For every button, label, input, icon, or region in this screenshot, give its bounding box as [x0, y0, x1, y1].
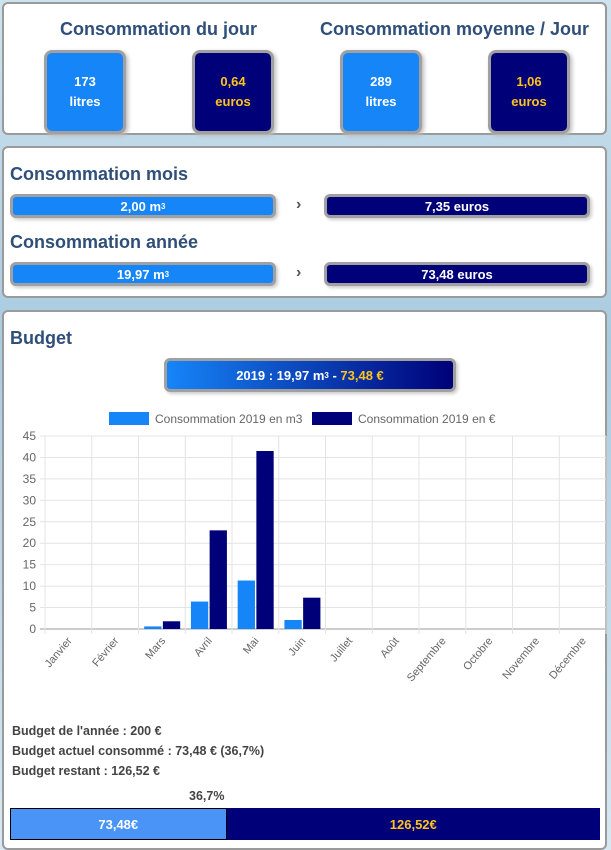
x-tick-label: Avril	[192, 635, 215, 659]
year-cost: 73,48 euros	[324, 262, 590, 286]
x-tick-label: Mai	[241, 635, 262, 656]
x-tick-label: Juillet	[328, 635, 355, 664]
y-tick-label: 20	[23, 536, 37, 550]
daily-title: Consommation du jour	[60, 19, 257, 39]
bar-euros	[162, 621, 181, 629]
year-volume-text: 19,97 m	[116, 266, 165, 282]
bar-euros	[209, 530, 227, 629]
legend-swatch	[312, 412, 352, 425]
budget-progress: 73,48€ 126,52€	[10, 808, 600, 840]
unit: litres	[365, 94, 397, 109]
x-tick-label: Février	[90, 635, 121, 669]
budget-title: Budget	[10, 328, 72, 348]
summary-cost: 73,48 €	[340, 367, 384, 383]
bar-euros	[256, 451, 274, 629]
legend-label: Consommation 2019 en €	[358, 412, 496, 426]
year-title: Consommation année	[10, 232, 199, 252]
legend-label: Consommation 2019 en m3	[155, 412, 303, 426]
unit: litres	[69, 94, 101, 109]
average-title: Consommation moyenne / Jour	[320, 19, 590, 39]
daily-euros-tile: 0,64 euros	[192, 50, 274, 134]
budget-consumed-bar: 73,48€	[10, 808, 227, 840]
chevron-right-icon: ›	[296, 264, 302, 281]
legend-swatch	[109, 412, 149, 425]
month-cost: 7,35 euros	[324, 194, 590, 218]
bar-m3	[190, 601, 209, 629]
value: 173	[74, 74, 96, 89]
budget-remaining-bar: 126,52€	[227, 808, 600, 840]
value: 289	[370, 74, 392, 89]
daily-panel: Consommation du jour Consommation moyenn…	[2, 2, 607, 135]
value: 0,64	[220, 74, 246, 89]
budget-consumed: Budget actuel consommé : 73,48 € (36,7%)	[12, 744, 265, 758]
budget-year: Budget de l'année : 200 €	[12, 724, 162, 738]
budget-remaining: Budget restant : 126,52 €	[12, 764, 160, 778]
bar-m3	[237, 580, 255, 629]
y-tick-label: 30	[23, 493, 37, 507]
value: 1,06	[516, 74, 542, 89]
x-tick-label: Janvier	[43, 635, 75, 670]
x-tick-label: Décembre	[547, 635, 589, 682]
x-tick-label: Août	[378, 635, 402, 660]
unit: euros	[215, 94, 251, 109]
bar-euros	[303, 597, 321, 629]
month-title: Consommation mois	[10, 164, 189, 184]
budget-chart: Consommation 2019 en m3 Consommation 2019…	[23, 412, 607, 684]
y-tick-label: 5	[29, 601, 36, 615]
consumed-label: 73,48€	[98, 816, 139, 832]
unit: euros	[511, 94, 547, 109]
average-euros-tile: 1,06 euros	[488, 50, 570, 134]
budget-percent: 36,7%	[189, 789, 225, 803]
chevron-right-icon: ›	[296, 196, 302, 213]
y-tick-label: 0	[29, 622, 36, 636]
y-tick-label: 35	[23, 472, 37, 486]
bar-m3	[284, 619, 302, 629]
y-tick-label: 10	[23, 579, 37, 593]
x-tick-label: Juin	[286, 635, 308, 658]
summary-volume: 2019 : 19,97 m	[236, 367, 325, 383]
bar-m3	[144, 626, 162, 629]
y-tick-label: 15	[23, 558, 37, 572]
y-tick-label: 45	[23, 429, 37, 443]
average-litres-tile: 289 litres	[340, 50, 422, 134]
x-tick-label: Novembre	[500, 635, 542, 682]
x-tick-label: Septembre	[405, 635, 449, 684]
daily-litres-tile: 173 litres	[44, 50, 126, 134]
y-tick-label: 40	[23, 450, 37, 464]
x-tick-label: Mars	[143, 635, 168, 662]
y-tick-label: 25	[23, 515, 37, 529]
month-volume-text: 2,00 m	[120, 198, 162, 214]
x-tick-label: Octobre	[461, 635, 495, 673]
summary-sep: -	[328, 367, 341, 383]
remaining-label: 126,52€	[389, 816, 437, 832]
